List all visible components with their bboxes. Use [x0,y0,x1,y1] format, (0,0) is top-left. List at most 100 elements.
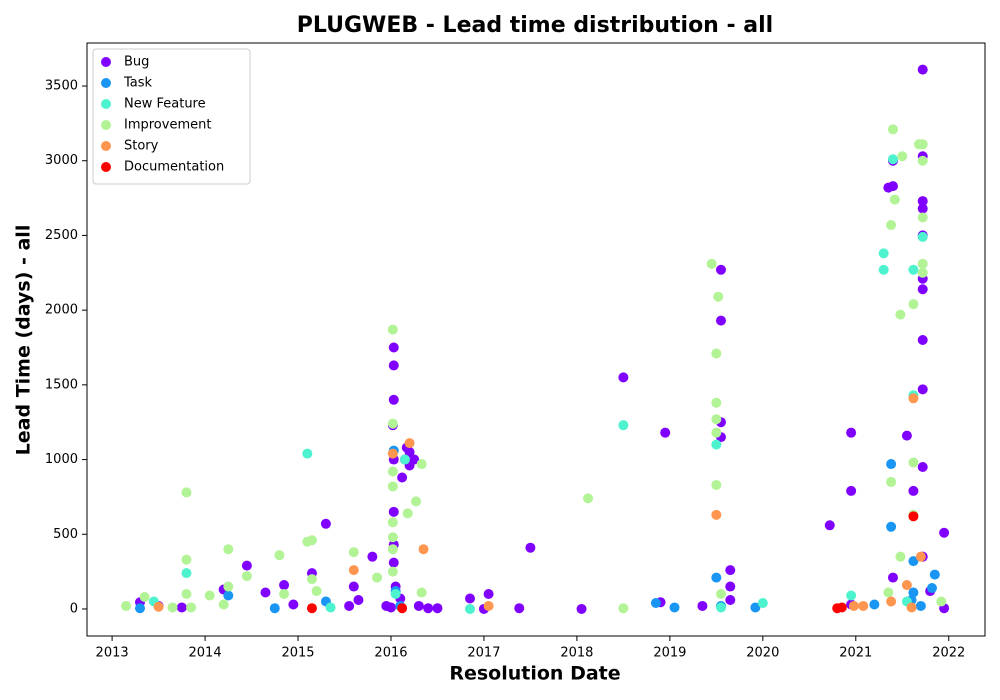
point [848,600,859,611]
x-tick-label: 2022 [932,646,965,661]
point [715,602,726,613]
point [367,551,378,562]
point [302,448,313,459]
legend-label: Task [123,76,153,91]
point [887,181,898,192]
point [757,597,768,608]
y-tick-label: 2500 [45,228,78,243]
point [416,459,427,470]
point [725,594,736,605]
point [404,438,415,449]
point [906,602,917,613]
point [353,594,364,605]
point [348,581,359,592]
point [650,597,661,608]
point [372,572,383,583]
point [908,393,919,404]
x-tick-label: 2019 [653,646,686,661]
point [387,517,398,528]
y-tick-label: 1500 [45,377,78,392]
y-tick-label: 3500 [45,79,78,94]
point [223,544,234,555]
point [306,574,317,585]
x-tick-label: 2017 [467,646,500,661]
point [715,589,726,600]
point [618,603,629,614]
legend-label: Bug [124,55,149,70]
point [836,602,847,613]
point [917,267,928,278]
point [901,580,912,591]
point [134,603,145,614]
point [387,324,398,335]
point [241,560,252,571]
point [223,590,234,601]
point [279,580,290,591]
point [167,602,178,613]
x-tick-label: 2013 [96,646,129,661]
point [917,462,928,473]
legend-marker [101,120,111,130]
point [181,487,192,498]
point [525,542,536,553]
point [669,602,680,613]
point [917,196,928,207]
point [917,384,928,395]
point [713,291,724,302]
point [404,447,415,458]
legend-marker [101,162,111,172]
x-axis-label: Resolution Date [449,663,620,685]
point [908,299,919,310]
point [908,511,919,522]
point [181,589,192,600]
point [416,587,427,598]
point [348,547,359,558]
point [725,581,736,592]
point [279,589,290,600]
point [846,427,857,438]
point [181,568,192,579]
point [917,284,928,295]
point [121,600,132,611]
x-tick-label: 2014 [189,646,222,661]
point [397,603,408,614]
point [917,231,928,242]
point [886,459,897,470]
legend: Bug Task New Feature Improvement Story Docume… [92,48,251,185]
point [388,557,399,568]
point [908,556,919,567]
point [306,535,317,546]
point [181,554,192,565]
point [711,509,722,520]
point [886,596,897,607]
point [908,485,919,496]
point [915,600,926,611]
point [883,587,894,598]
x-tick-label: 2020 [746,646,779,661]
point [895,551,906,562]
point [886,219,897,230]
point [411,496,422,507]
point [223,581,234,592]
point [153,601,164,612]
point [711,479,722,490]
point [711,397,722,408]
y-tick-label: 3000 [45,153,78,168]
point [936,596,947,607]
point [388,360,399,371]
point [711,572,722,583]
point [306,603,317,614]
point [399,454,410,465]
point [186,602,197,613]
point [927,583,938,594]
point [711,348,722,359]
point [274,550,285,561]
plot-frame [86,42,986,637]
point [204,590,215,601]
point [660,427,671,438]
point [348,565,359,576]
point [325,602,336,613]
point [388,394,399,405]
point [715,315,726,326]
point [387,448,398,459]
